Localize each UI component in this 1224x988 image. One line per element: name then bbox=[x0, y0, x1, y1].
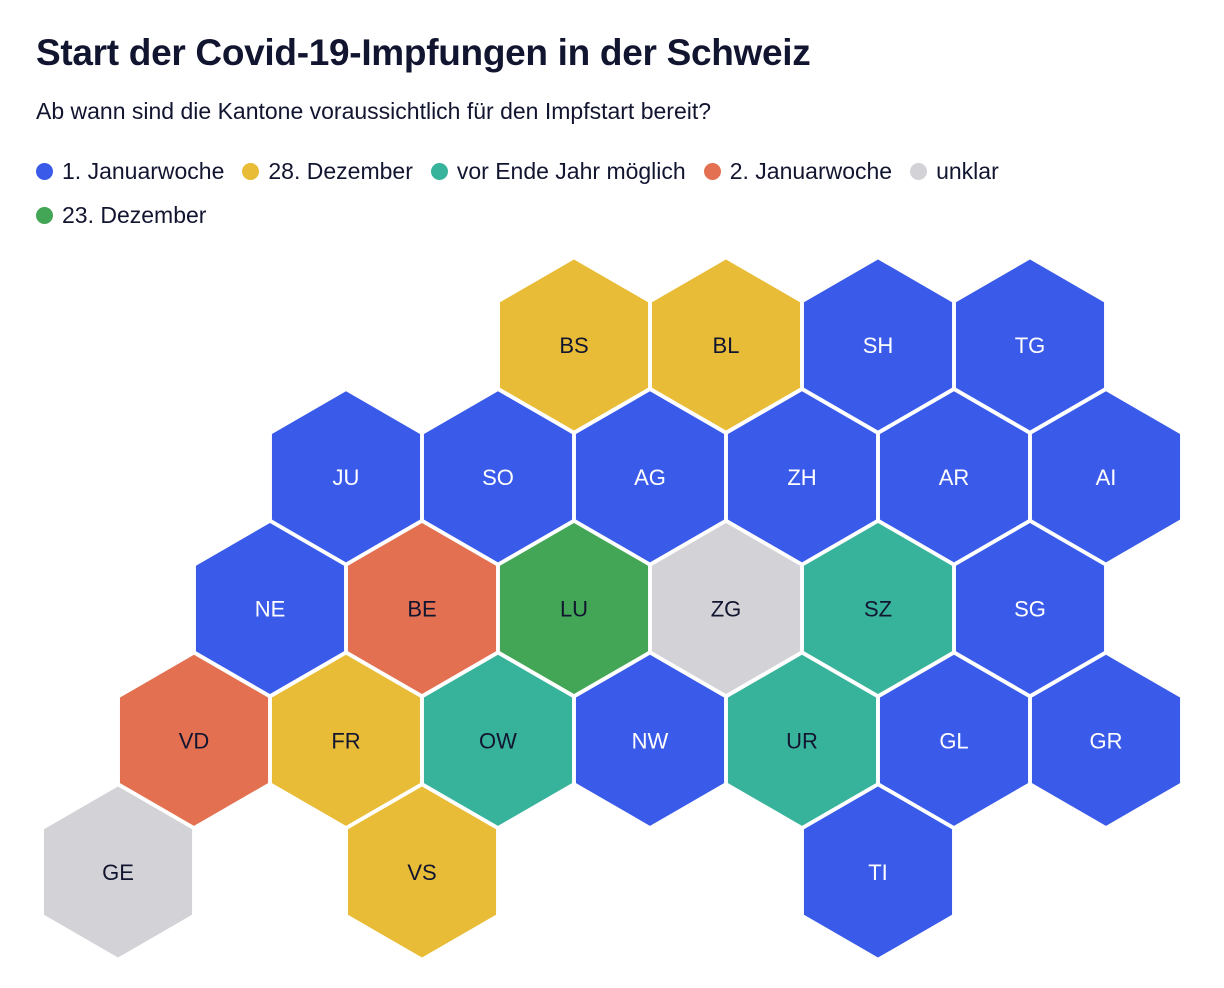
legend-label-jan2: 2. Januarwoche bbox=[729, 157, 893, 184]
legend-item-before-end: vor Ende Jahr möglich bbox=[430, 155, 686, 187]
legend-label-jan1: 1. Januarwoche bbox=[62, 157, 225, 184]
hex-lu bbox=[497, 520, 651, 697]
hex-label-zh: ZH bbox=[787, 465, 816, 490]
legend-item-unclear: unklar bbox=[910, 155, 999, 187]
hex-vs bbox=[345, 783, 499, 961]
hex-ti bbox=[801, 783, 955, 961]
hex-label-sg: SG bbox=[1014, 597, 1046, 622]
hex-label-ow: OW bbox=[479, 728, 517, 753]
hex-label-so: SO bbox=[482, 465, 514, 490]
hex-bs bbox=[497, 256, 651, 434]
hex-ur bbox=[725, 652, 879, 829]
legend-item-jan1: 1. Januarwoche bbox=[36, 155, 224, 187]
hex-bl bbox=[649, 256, 803, 434]
hex-label-fr: FR bbox=[331, 728, 360, 753]
legend-item-dec28: 28. Dezember bbox=[242, 155, 413, 187]
legend-label-unclear: unklar bbox=[936, 157, 999, 184]
hex-sz bbox=[801, 520, 955, 697]
hex-label-ge: GE bbox=[102, 860, 134, 885]
legend-label-dec23: 23. Dezember bbox=[62, 201, 207, 228]
hex-label-ti: TI bbox=[868, 860, 888, 885]
legend-item-jan2: 2. Januarwoche bbox=[703, 155, 893, 187]
hex-label-ju: JU bbox=[333, 465, 360, 490]
legend-dot-before-end bbox=[430, 162, 448, 180]
hex-gr bbox=[1029, 652, 1183, 829]
hex-label-bs: BS bbox=[559, 333, 588, 358]
hex-label-bl: BL bbox=[713, 333, 740, 358]
hex-label-tg: TG bbox=[1015, 333, 1046, 358]
chart-title: Start der Covid-19-Impfungen in der Schw… bbox=[36, 32, 811, 73]
legend-item-dec23: 23. Dezember bbox=[36, 199, 206, 231]
hex-tg bbox=[953, 256, 1107, 434]
hex-nw bbox=[573, 652, 727, 829]
legend-label-dec28: 28. Dezember bbox=[268, 157, 413, 184]
hex-label-gl: GL bbox=[939, 728, 968, 753]
hex-ag bbox=[573, 388, 727, 566]
hex-label-sh: SH bbox=[863, 333, 894, 358]
hex-label-be: BE bbox=[407, 597, 436, 622]
hex-label-lu: LU bbox=[560, 597, 588, 622]
hex-sg bbox=[953, 520, 1107, 697]
hex-label-sz: SZ bbox=[864, 597, 892, 622]
hex-ar bbox=[877, 388, 1031, 566]
legend-dot-jan1 bbox=[36, 162, 53, 180]
hex-label-ar: AR bbox=[939, 465, 970, 490]
hex-ge bbox=[41, 783, 195, 961]
hex-sh bbox=[801, 256, 955, 434]
hex-zh bbox=[725, 388, 879, 566]
hex-be bbox=[345, 520, 499, 697]
hex-label-nw: NW bbox=[632, 728, 669, 753]
hex-label-zg: ZG bbox=[711, 597, 742, 622]
hex-ow bbox=[421, 652, 575, 829]
hex-vd bbox=[117, 652, 271, 829]
hex-ne bbox=[193, 520, 347, 697]
legend-dot-dec28 bbox=[242, 162, 260, 180]
legend-dot-dec23 bbox=[36, 206, 53, 224]
hex-label-vs: VS bbox=[407, 860, 436, 885]
legend-dot-unclear bbox=[910, 162, 928, 180]
hex-label-vd: VD bbox=[179, 728, 210, 753]
hex-gl bbox=[877, 652, 1031, 829]
hex-label-ai: AI bbox=[1096, 465, 1117, 490]
hex-fr bbox=[269, 652, 423, 829]
hex-label-ag: AG bbox=[634, 465, 666, 490]
chart-subtitle: Ab wann sind die Kantone voraussichtlich… bbox=[36, 98, 712, 124]
hex-ai bbox=[1029, 388, 1183, 566]
hex-label-gr: GR bbox=[1090, 728, 1123, 753]
hex-so bbox=[421, 388, 575, 566]
legend-label-before-end: vor Ende Jahr möglich bbox=[456, 157, 686, 184]
hex-label-ur: UR bbox=[786, 728, 818, 753]
hex-zg bbox=[649, 520, 803, 697]
hex-label-ne: NE bbox=[255, 597, 286, 622]
hex-ju bbox=[269, 388, 423, 566]
legend-dot-jan2 bbox=[703, 162, 721, 180]
legend: 1. Januarwoche 28. Dezember vor Ende Jah… bbox=[36, 155, 1186, 231]
